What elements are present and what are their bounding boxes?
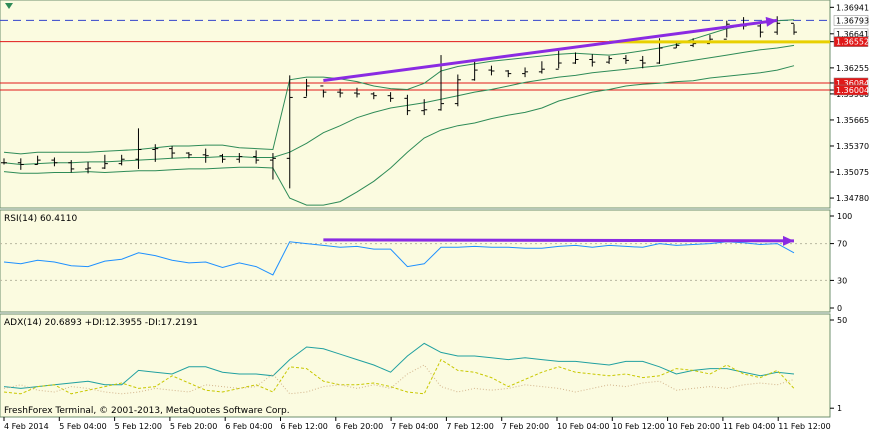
adx-axis-label: 50 (837, 316, 847, 325)
adx-line (3, 358, 795, 395)
rsi-pane[interactable]: RSI(14) 60.4110 100 70 30 0 (0, 209, 852, 313)
time-axis-label: 5 Feb 12:00 (115, 422, 162, 431)
price-axis-label: 1.36941 (836, 3, 869, 12)
time-axis-label: 4 Feb 2014 (4, 422, 49, 431)
adx-axis-label: 1 (837, 404, 842, 413)
price-bars (1, 16, 797, 189)
rsi-axis-label: 0 (837, 304, 842, 313)
price-tag-text: 1.36004 (836, 86, 869, 95)
time-axis-label: 5 Feb 04:00 (59, 422, 106, 431)
price-tag-text: 1.36793 (836, 16, 869, 25)
price-tag-box (833, 15, 869, 26)
band-mid-line (3, 44, 795, 166)
price-axis-label: 1.35665 (836, 116, 869, 125)
price-axis-label: 1.35075 (836, 168, 869, 177)
rsi-axis-label: 30 (837, 276, 847, 285)
time-axis-label: 11 Feb 12:00 (778, 422, 830, 431)
time-axis-label: 7 Feb 04:00 (391, 422, 438, 431)
price-tag-box (833, 36, 869, 47)
rsi-trend-arrow[interactable] (323, 235, 795, 246)
band-upper-line (3, 19, 795, 155)
adx-line (3, 342, 795, 389)
rsi-line (3, 241, 795, 276)
rsi-axis: 100 70 30 0 (830, 212, 852, 313)
price-tag-text: 1.36552 (836, 38, 869, 47)
time-axis-label: 10 Feb 12:00 (612, 422, 664, 431)
time-axis-label: 6 Feb 12:00 (281, 422, 328, 431)
band-lower-line (3, 65, 795, 206)
rsi-axis-label: 100 (837, 212, 852, 221)
watermark-text: FreshForex Terminal, © 2001-2013, MetaQu… (4, 406, 290, 416)
trend-arrow-shaft (323, 18, 778, 82)
time-axis-label: 10 Feb 04:00 (557, 422, 609, 431)
price-axis-label: 1.34780 (836, 194, 869, 203)
adx-pane[interactable]: ADX(14) 20.6893 +DI:12.3955 -DI:17.2191 … (0, 313, 847, 418)
rsi-trend-arrow-head (782, 235, 794, 246)
time-axis-label: 7 Feb 20:00 (502, 422, 549, 431)
adx-legend: ADX(14) 20.6893 +DI:12.3955 -DI:17.2191 (4, 318, 198, 328)
rsi-axis-label: 70 (837, 240, 847, 249)
time-axis-label: 11 Feb 04:00 (723, 422, 775, 431)
price-axis-label: 1.36255 (836, 64, 869, 73)
price-tag-box (833, 84, 869, 96)
envelope-bands (3, 19, 795, 206)
adx-axis: 50 1 (830, 316, 847, 413)
price-tag-text: 1.36641 (836, 30, 869, 39)
rsi-legend: RSI(14) 60.4110 (4, 214, 77, 224)
price-tag-text: 1.36084 (836, 79, 869, 88)
time-axis-label: 6 Feb 04:00 (225, 422, 272, 431)
price-trend-arrow[interactable] (323, 16, 778, 82)
rsi-series (3, 241, 795, 276)
rsi-pane-background (0, 209, 831, 313)
trend-arrow-head (765, 16, 778, 27)
time-axis-label: 6 Feb 20:00 (336, 422, 383, 431)
adx-pane-background (0, 313, 831, 418)
chart-shift-marker-icon[interactable] (5, 3, 13, 9)
price-axis-label: 1.35370 (836, 142, 869, 151)
time-axis-label: 7 Feb 12:00 (446, 422, 493, 431)
time-axis: 4 Feb 2014 5 Feb 04:00 5 Feb 12:00 5 Feb 20… (3, 417, 831, 431)
rsi-trend-arrow-shaft (323, 238, 795, 243)
time-axis-label: 10 Feb 20:00 (668, 422, 720, 431)
adx-series (3, 342, 795, 395)
time-axis-label: 5 Feb 20:00 (170, 422, 217, 431)
rsi-level-lines (0, 243, 830, 281)
